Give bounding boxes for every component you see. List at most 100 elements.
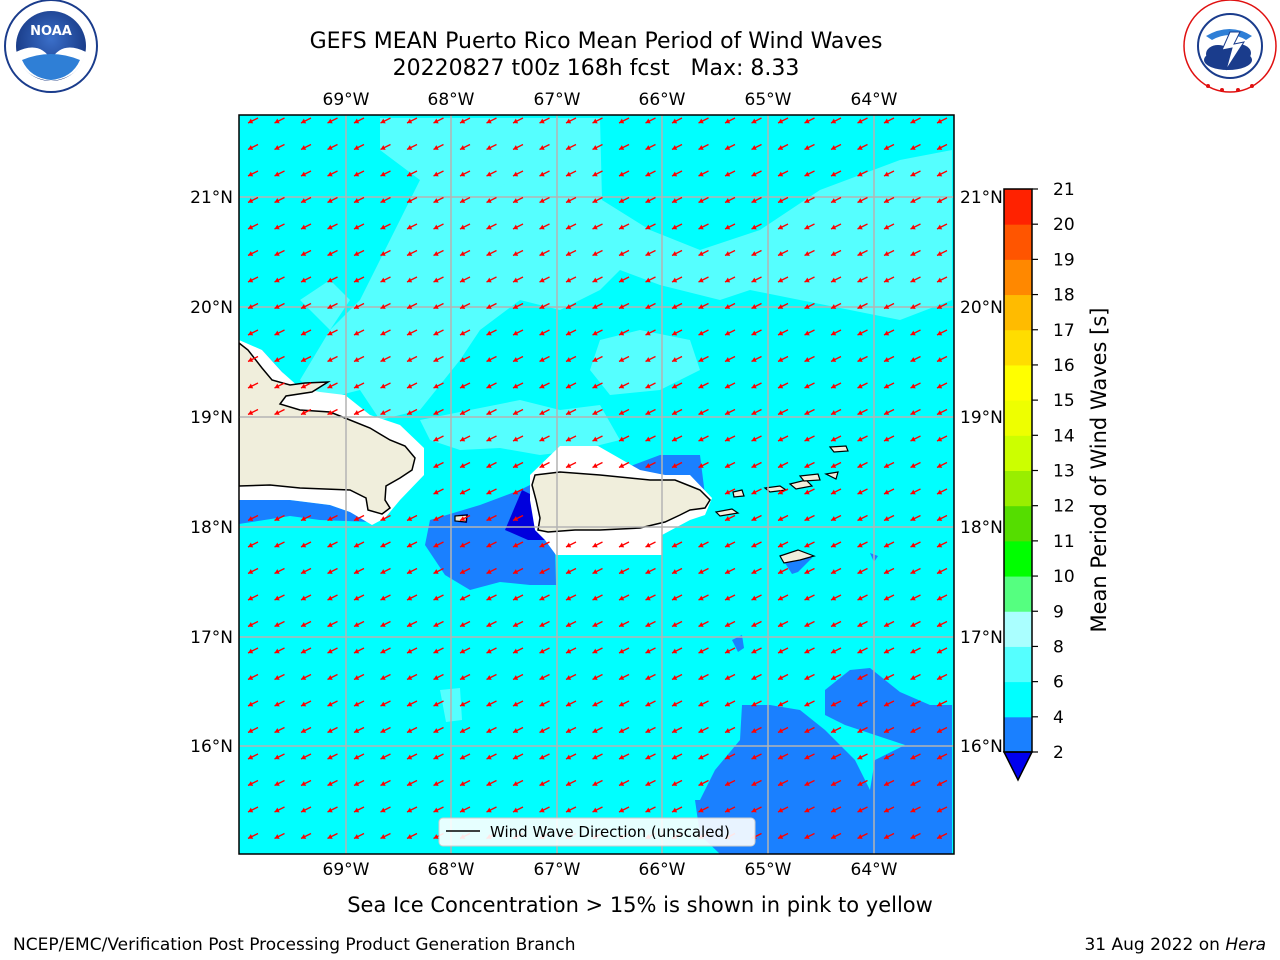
wind-wave-arrow-head [884,542,890,548]
wind-wave-arrow-head [619,330,625,336]
wind-wave-arrow-head [778,118,784,124]
wind-wave-arrow-head [937,118,943,124]
nws-logo [1183,0,1277,93]
wind-wave-arrow-head [937,622,943,627]
wind-wave-arrow-head [301,701,307,707]
wind-wave-arrow-head [566,357,572,362]
wind-wave-arrow-head [778,198,784,203]
wind-wave-arrow-head [884,463,890,468]
wind-wave-arrow-head [592,648,598,654]
wind-wave-arrow-head [433,251,439,256]
wind-wave-arrow-head [778,436,784,442]
wind-wave-arrow-head [539,807,545,813]
wind-wave-arrow-head [407,145,413,150]
wind-wave-arrow-head [751,622,757,627]
wind-wave-arrow-head [778,648,784,654]
lat-label: 16°N [190,737,233,757]
wind-wave-arrow-head [778,251,784,256]
wind-wave-arrow-head [619,807,625,813]
wind-wave-arrow-head [751,436,757,442]
wind-wave-arrow-head [778,834,784,839]
wind-wave-arrow-head [751,145,757,150]
wind-wave-arrow-head [327,754,333,760]
wind-wave-arrow-head [327,648,333,654]
wind-wave-arrow-head [380,330,386,336]
wind-wave-arrow-head [619,277,625,283]
wind-wave-arrow-head [274,754,280,760]
wind-wave-arrow-head [433,807,439,813]
wind-wave-arrow-head [301,622,307,627]
wind-wave-arrow-head [698,383,704,389]
wind-wave-arrow-head [619,383,625,389]
wind-wave-arrow-head [513,383,519,389]
wind-wave-arrow-head [407,834,413,839]
wind-wave-arrow-head [274,807,280,813]
wind-wave-arrow-head [486,463,492,468]
wind-wave-arrow-head [725,622,731,627]
wind-wave-arrow-head [274,622,280,627]
wind-wave-arrow-head [460,489,466,495]
wind-wave-arrow-head [910,145,916,150]
lon-label: 65°W [745,860,792,880]
wind-wave-arrow-head [831,118,837,124]
wind-wave-arrow-head [301,171,307,177]
wind-wave-arrow-head [725,145,731,150]
wind-wave-arrow-head [301,251,307,256]
wind-wave-arrow-head [513,171,519,177]
wind-wave-arrow-head [751,595,757,601]
wind-wave-arrow-head [433,648,439,654]
lat-label: 19°N [190,408,233,428]
wind-wave-arrow-head [831,277,837,283]
wind-wave-arrow-head [937,701,943,707]
wind-wave-arrow-head [433,569,439,574]
wind-wave-arrow-head [698,145,704,150]
wind-wave-arrow-head [857,728,863,733]
wind-wave-arrow-head [327,569,333,574]
wind-wave-arrow-head [751,569,757,574]
wind-wave-arrow-head [433,675,439,680]
wind-wave-arrow-head [327,357,333,362]
wind-wave-arrow-head [619,304,625,309]
wind-wave-arrow-head [645,754,651,760]
wind-wave-arrow-head [698,410,704,415]
wind-wave-arrow-head [433,410,439,415]
lat-label: 17°N [190,628,233,648]
wind-wave-arrow-head [566,463,572,468]
wind-wave-arrow-head [460,622,466,627]
star-icon [1250,84,1254,88]
wind-wave-arrow-head [831,330,837,336]
wind-wave-arrow-head [460,277,466,283]
colorbar-tick-label: 18 [1053,286,1075,306]
wind-wave-arrow-head [910,754,916,760]
wind-wave-arrow-head [460,648,466,654]
wind-wave-arrow-head [645,675,651,680]
wind-wave-arrow-head [884,357,890,362]
wind-wave-arrow-head [857,622,863,627]
wind-wave-arrow-head [407,330,413,336]
wind-wave-arrow-head [433,516,439,521]
wind-wave-arrow-head [645,383,651,389]
wind-wave-arrow-head [672,781,678,786]
wind-wave-arrow-head [592,781,598,786]
lat-label: 21°N [960,188,1003,208]
wind-wave-arrow-head [566,383,572,389]
wind-wave-arrow-head [407,728,413,733]
wind-wave-arrow-head [486,648,492,654]
wind-wave-arrow-head [698,357,704,362]
wind-wave-arrow-head [566,436,572,442]
wind-wave-arrow-head [857,754,863,760]
lon-label: 67°W [534,90,581,110]
virgin-islands [454,445,849,564]
wind-wave-arrow-head [937,463,943,468]
wind-wave-arrow-head [751,675,757,680]
wind-wave-arrow-head [645,463,651,468]
wind-wave-arrow-head [566,622,572,627]
wind-wave-arrow-head [354,542,360,548]
wind-wave-arrow-head [513,781,519,786]
wind-wave-arrow-head [380,834,386,839]
footer-machine: Hera [1225,935,1266,955]
wind-wave-arrow-head [407,701,413,707]
wind-wave-arrow-head [354,277,360,283]
wind-wave-arrow-head [592,357,598,362]
wind-wave-arrow-head [592,807,598,813]
